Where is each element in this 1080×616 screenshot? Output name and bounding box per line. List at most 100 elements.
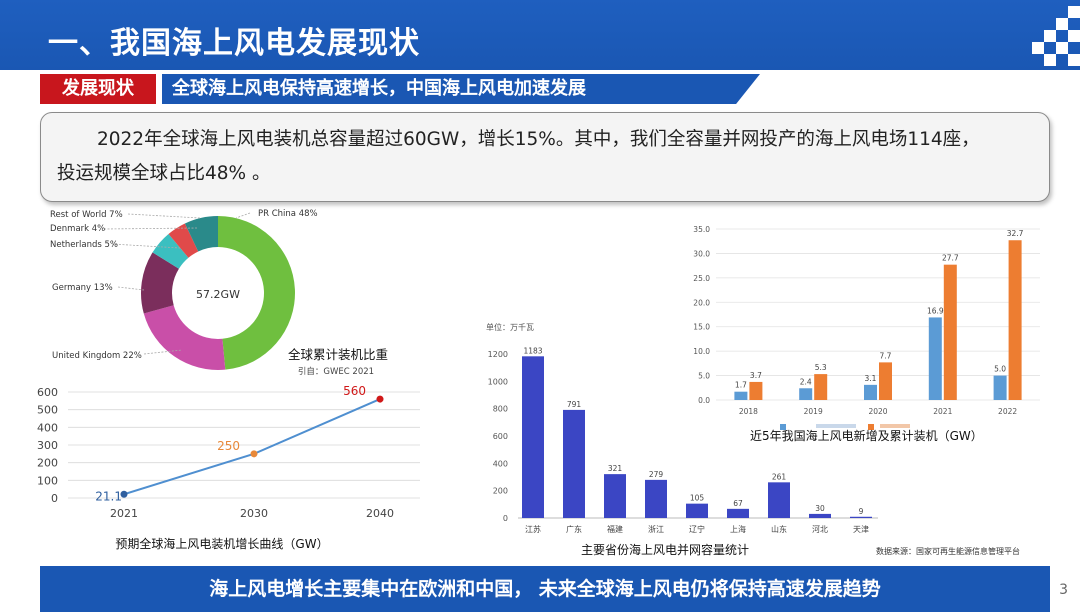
province-y-tick: 1200 [488, 350, 508, 359]
china-bar [943, 264, 957, 400]
line-point [250, 450, 258, 458]
line-x-ticks: 2021 2030 2040 [110, 507, 394, 520]
donut-leader-line [143, 349, 183, 355]
province-bar-chart: 单位：万千瓦 0 200 400 600 800 1000 1200 1183 江苏 791 广东… [486, 322, 878, 557]
china-bar-value: 7.7 [880, 351, 892, 360]
china-bar-value: 5.3 [815, 363, 827, 372]
china-category: 2022 [998, 407, 1017, 416]
line-grid [68, 391, 420, 499]
donut-leader-line [127, 213, 201, 219]
donut-label-netherlands: Netherlands 5% [50, 240, 118, 250]
line-y-tick: 100 [37, 474, 58, 487]
province-y-tick: 1000 [488, 377, 508, 386]
line-y-tick: 300 [37, 439, 58, 452]
subtitle-text: 全球海上风电保持高速增长，中国海上风电加速发展 [172, 78, 586, 99]
summary-line-1: 2022年全球海上风电装机总容量超过60GW，增长15%。其中，我们全容量并网投… [97, 129, 980, 150]
province-y-tick: 600 [493, 432, 508, 441]
page-number: 3 [1059, 582, 1068, 598]
donut-slice [141, 252, 179, 314]
province-bar-value: 9 [859, 507, 864, 516]
line-x-tick: 2040 [366, 507, 394, 520]
line-y-tick: 500 [37, 404, 58, 417]
china-bar [993, 375, 1007, 400]
china-legend [780, 424, 910, 430]
donut-chart-title: 全球累计装机比重 [288, 347, 388, 362]
province-bar-value: 279 [649, 470, 664, 479]
donut-label-germany: Germany 13% [52, 283, 113, 293]
line-point-label: 250 [217, 439, 240, 453]
china-y-ticks: 0.0 5.0 10.0 15.0 20.0 25.0 30.0 35.0 [693, 225, 710, 405]
province-category: 上海 [730, 524, 746, 534]
province-category: 天津 [853, 524, 869, 534]
province-y-tick: 0 [503, 514, 508, 523]
donut-leaders [103, 212, 251, 355]
checker-decoration [1032, 6, 1080, 66]
province-bar-value: 1183 [523, 346, 542, 355]
province-bars: 1183 江苏 791 广东 321 福建 279 浙江 105 辽宁 67 上海 261 山东 30 河北 9… [522, 346, 872, 534]
province-y-ticks: 0 200 400 600 800 1000 1200 [488, 350, 508, 523]
china-y-tick: 5.0 [698, 372, 710, 381]
province-chart-title: 主要省份海上风电并网容量统计 [581, 542, 749, 557]
china-y-tick: 15.0 [693, 323, 710, 332]
donut-chart-source: 引自：GWEC 2021 [298, 366, 374, 377]
province-bar [563, 409, 585, 518]
donut-slice [184, 216, 218, 252]
china-chart-source: 数据来源：国家可再生能源信息管理平台 [876, 546, 1020, 556]
province-bar [686, 503, 708, 518]
line-y-tick: 200 [37, 457, 58, 470]
donut-slice [218, 216, 295, 370]
donut-leader-line [111, 243, 181, 249]
province-category: 山东 [771, 524, 787, 534]
china-bar-value: 3.7 [750, 371, 762, 380]
province-category: 浙江 [648, 524, 664, 534]
province-y-tick: 200 [493, 487, 508, 496]
conclusion-banner: 海上风电增长主要集中在欧洲和中国， 未来全球海上风电仍将保持高速发展趋势 [40, 566, 1050, 612]
china-grid [716, 228, 1040, 401]
china-y-tick: 25.0 [693, 274, 710, 283]
line-x-tick: 2030 [240, 507, 268, 520]
china-installation-chart: 0.0 5.0 10.0 15.0 20.0 25.0 30.0 35.0 1.73.7 201… [693, 225, 1040, 556]
page-title: 一、我国海上风电发展现状 [48, 26, 420, 61]
donut-center-label: 57.2GW [196, 288, 240, 301]
province-bar [809, 513, 831, 518]
china-bar [864, 384, 877, 400]
page-header: 一、我国海上风电发展现状 [0, 0, 1080, 70]
china-category: 2018 [739, 407, 758, 416]
line-point [120, 490, 128, 498]
province-bar [768, 482, 790, 518]
growth-line-chart: 0 100 200 300 400 500 600 2021 2030 2040 21.1 250… [37, 384, 420, 551]
summary-callout: 2022年全球海上风电装机总容量超过60GW，增长15%。其中，我们全容量并网投… [40, 112, 1050, 202]
province-y-tick: 400 [493, 459, 508, 468]
province-bar-value: 791 [567, 400, 582, 409]
china-y-tick: 30.0 [693, 249, 710, 258]
province-category: 河北 [812, 524, 828, 534]
china-bar [799, 388, 813, 400]
subtitle-row: 发展现状 全球海上风电保持高速增长，中国海上风电加速发展 [40, 74, 760, 104]
line-chart-title: 预期全球海上风电装机增长曲线（GW） [115, 536, 328, 551]
china-bar [749, 381, 763, 400]
donut-slices [141, 216, 295, 370]
line-x-tick: 2021 [110, 507, 138, 520]
donut-leader-line [103, 227, 199, 230]
donut-leader-line [235, 212, 251, 219]
china-category: 2020 [868, 407, 887, 416]
china-bars: 1.73.7 2018 2.45.3 2019 3.1 7.7 2020 16.9 27.7 20… [734, 229, 1024, 416]
china-bar [1008, 240, 1022, 400]
china-y-tick: 10.0 [693, 347, 710, 356]
donut-leader-line [117, 286, 145, 291]
donut-slice [143, 305, 226, 370]
china-bar-value: 1.7 [735, 381, 747, 390]
province-category: 辽宁 [689, 524, 705, 534]
china-bar-value: 16.9 [927, 306, 944, 315]
china-y-tick: 20.0 [693, 298, 710, 307]
china-bar [879, 362, 892, 400]
donut-slice [168, 223, 199, 258]
line-points: 21.1 250 560 [95, 384, 384, 503]
summary-line-2: 投运规模全球占比48% 。 [57, 163, 271, 184]
province-bar-value: 261 [772, 472, 787, 481]
china-y-tick: 0.0 [698, 396, 710, 405]
china-category: 2019 [804, 407, 823, 416]
china-bar-value: 27.7 [942, 254, 959, 263]
donut-label-uk: United Kingdom 22% [52, 351, 142, 361]
province-bar [850, 516, 872, 518]
